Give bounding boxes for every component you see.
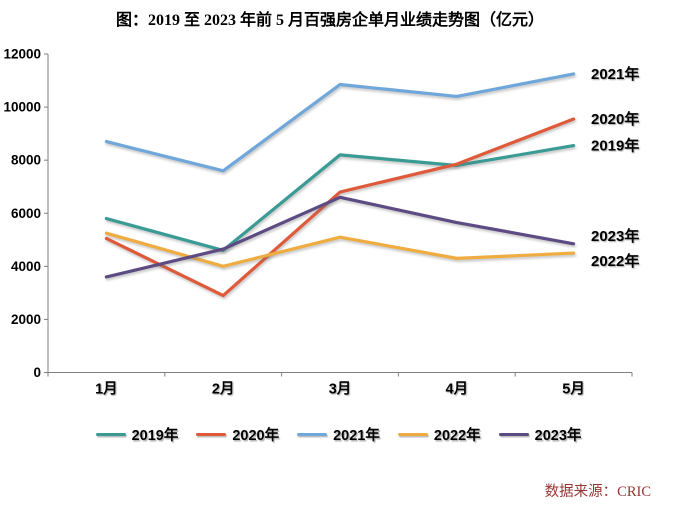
series-line xyxy=(104,117,576,298)
series-line xyxy=(104,143,576,253)
series-end-label-2019: 2019年 xyxy=(591,137,639,155)
series-2020 xyxy=(104,117,576,298)
chart-legend: 2019年 2020年 2021年 2022年 2023年 xyxy=(0,424,677,445)
x-tick-label: 2月 xyxy=(212,381,235,398)
y-tick-label: 2000 xyxy=(11,312,41,327)
legend-label: 2023年 xyxy=(534,428,582,444)
series-end-label-2020: 2020年 xyxy=(591,110,639,128)
x-tick-label: 3月 xyxy=(329,381,352,398)
series-line xyxy=(104,231,576,268)
series-2019 xyxy=(104,143,576,253)
y-tick-label: 12000 xyxy=(3,47,41,62)
legend-item-2022: 2022年 xyxy=(397,424,481,445)
legend-label: 2020年 xyxy=(232,428,280,444)
axes: 0 2000 4000 6000 8000 10000 12000 1月 2月 3月 4月 5月 xyxy=(3,47,633,398)
series-end-label-2023: 2023年 xyxy=(591,227,639,245)
series-line xyxy=(104,72,576,173)
legend-item-2020: 2020年 xyxy=(196,424,279,445)
line-chart: 0 2000 4000 6000 8000 10000 12000 1月 2月 3月 4月 5月 202… xyxy=(3,47,639,398)
chart-title: 图：2019 至 2023 年前 5 月百强房企单月业绩走势图（亿元） xyxy=(115,12,544,29)
series-2022 xyxy=(104,231,576,268)
legend-swatch xyxy=(397,432,428,437)
y-tick-label: 0 xyxy=(33,365,41,380)
y-tick-label: 8000 xyxy=(11,153,41,168)
x-tick-label: 5月 xyxy=(562,381,585,398)
y-tick-label: 10000 xyxy=(3,100,41,115)
y-tick-label: 6000 xyxy=(11,206,41,221)
legend-swatch xyxy=(297,432,328,437)
legend-item-2023: 2023年 xyxy=(498,424,582,445)
data-source-label: 数据来源：CRIC xyxy=(544,484,651,500)
legend-swatch xyxy=(95,432,126,437)
y-tick-label: 4000 xyxy=(11,259,41,274)
series-2021 xyxy=(104,72,576,173)
series-end-label-2022: 2022年 xyxy=(591,252,639,270)
legend-label: 2021年 xyxy=(333,428,380,444)
series-end-label-2021: 2021年 xyxy=(591,65,639,83)
x-tick-label: 4月 xyxy=(446,381,469,398)
series-line xyxy=(104,195,576,279)
legend-item-2021: 2021年 xyxy=(297,424,380,445)
legend-label: 2019年 xyxy=(131,428,179,444)
legend-swatch xyxy=(498,432,529,437)
series-2023 xyxy=(104,195,576,279)
legend-item-2019: 2019年 xyxy=(95,424,179,445)
legend-swatch xyxy=(196,432,227,437)
legend-label: 2022年 xyxy=(433,428,481,444)
x-tick-label: 1月 xyxy=(95,381,118,398)
